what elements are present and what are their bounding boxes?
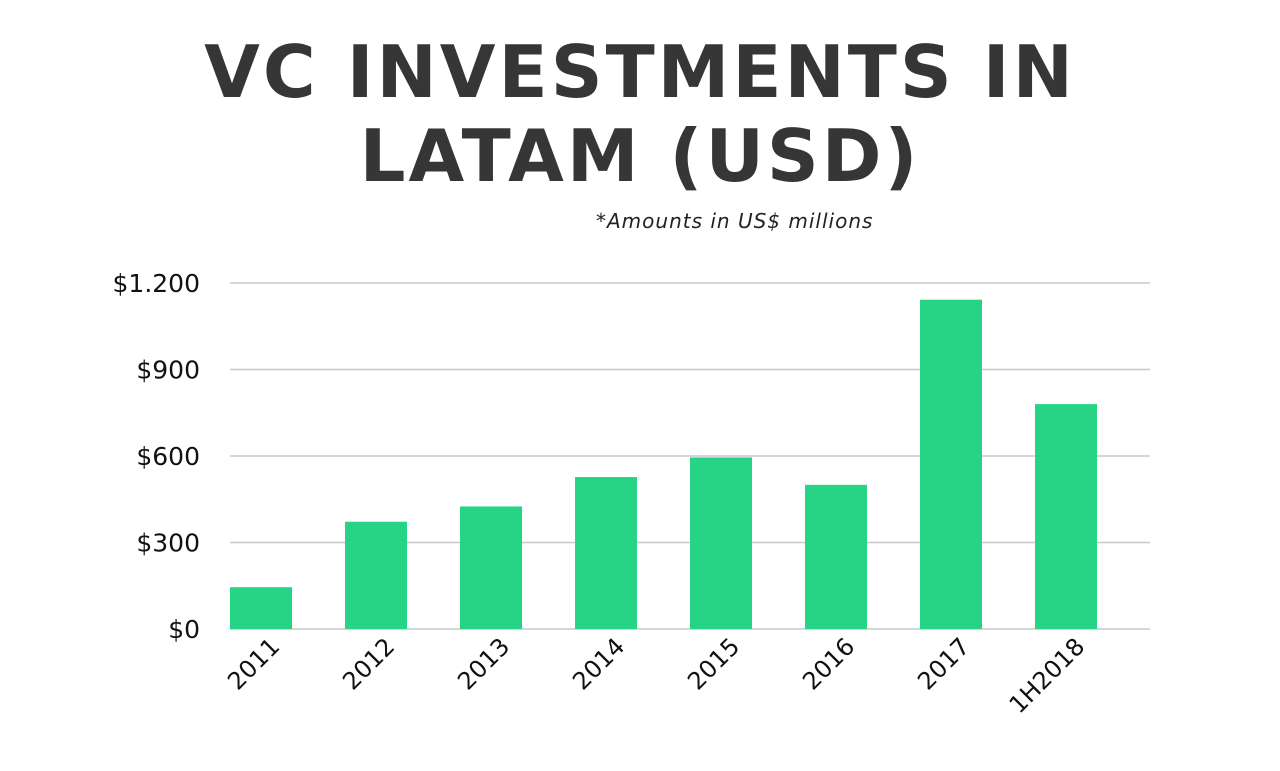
bar-2014 <box>575 477 637 629</box>
bar-2013 <box>460 506 522 629</box>
x-tick-label: 2011 <box>222 632 285 695</box>
x-tick-label: 2014 <box>567 632 630 695</box>
y-tick-label: $900 <box>136 356 200 385</box>
bar-1H2018 <box>1035 404 1097 629</box>
bar-2015 <box>690 457 752 629</box>
y-tick-label: $600 <box>136 442 200 471</box>
x-tick-label: 2016 <box>797 632 860 695</box>
x-tick-label: 2013 <box>452 632 515 695</box>
chart-title-line-2: LATAM (USD) <box>359 114 921 198</box>
x-tick-label: 1H2018 <box>1004 632 1091 719</box>
chart-title: VC INVESTMENTS IN LATAM (USD) <box>0 30 1280 198</box>
x-tick-label: 2015 <box>682 632 745 695</box>
bar-2012 <box>345 521 407 629</box>
bar-2017 <box>920 299 982 629</box>
y-tick-label: $300 <box>136 529 200 558</box>
bar-2016 <box>805 484 867 629</box>
y-tick-label: $0 <box>168 615 200 644</box>
chart-title-line-1: VC INVESTMENTS IN <box>204 30 1076 114</box>
bar-2011 <box>230 587 292 629</box>
x-tick-label: 2012 <box>337 632 400 695</box>
chart-subtitle: *Amounts in US$ millions <box>596 209 874 233</box>
y-tick-label: $1.200 <box>113 269 200 298</box>
x-tick-label: 2017 <box>912 632 975 695</box>
